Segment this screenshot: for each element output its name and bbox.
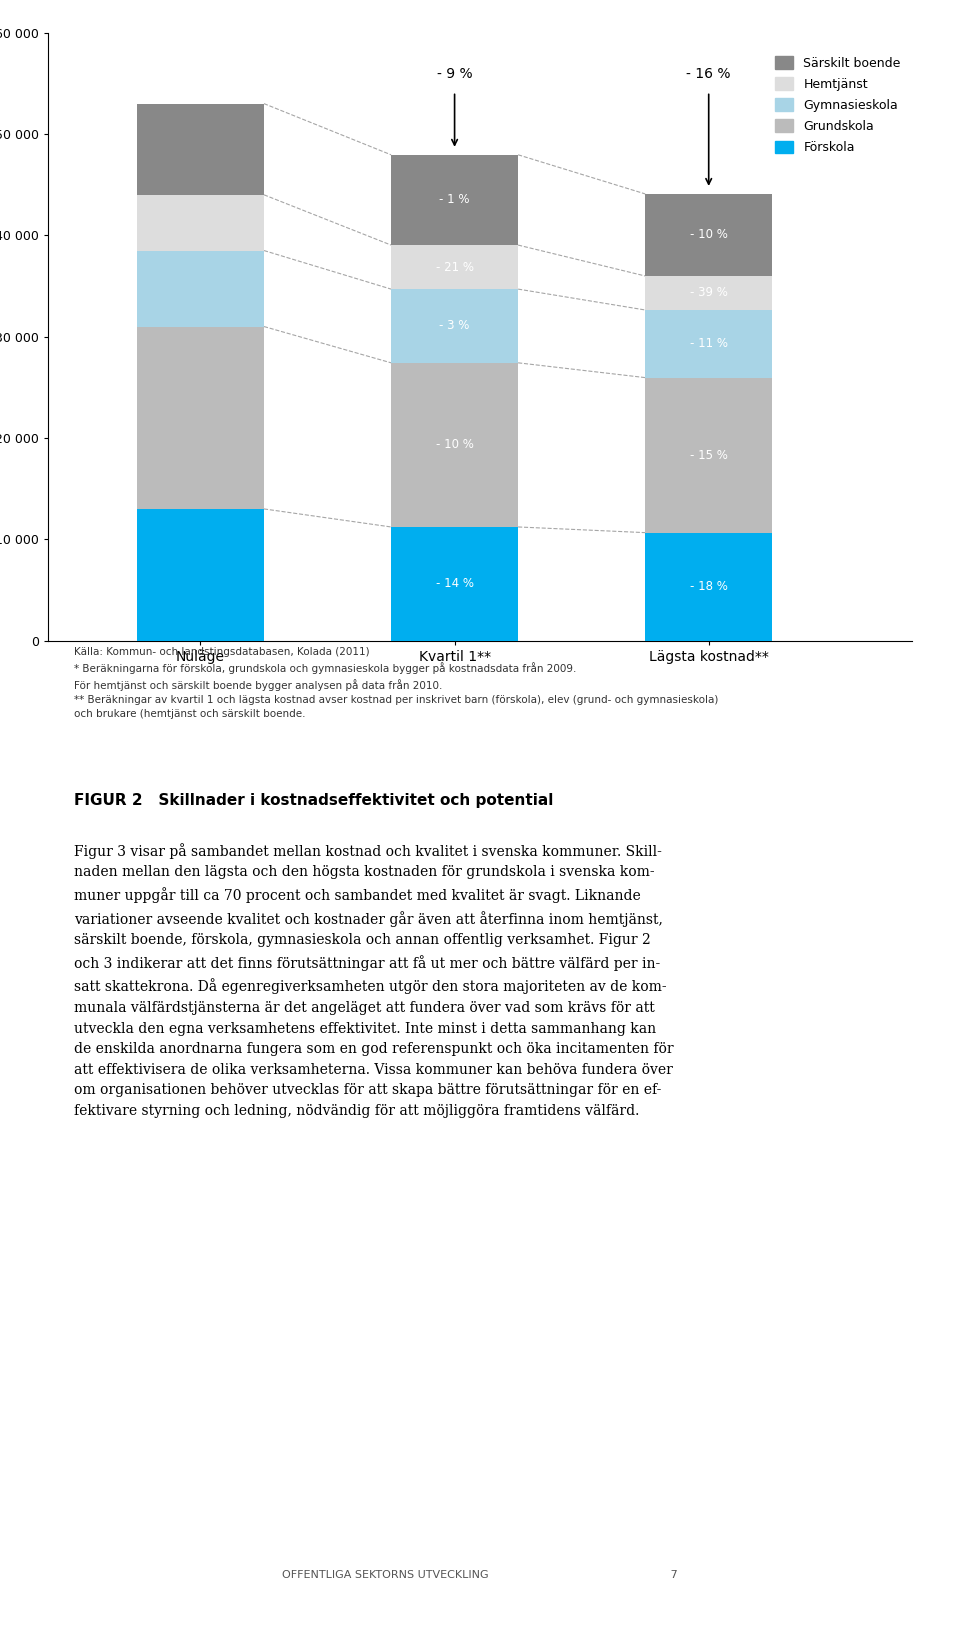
Bar bbox=[137, 103, 264, 195]
Bar bbox=[645, 276, 772, 311]
Text: - 16 %: - 16 % bbox=[686, 67, 731, 82]
Text: - 21 %: - 21 % bbox=[436, 260, 473, 273]
Text: - 10 %: - 10 % bbox=[690, 229, 728, 242]
Bar bbox=[137, 250, 264, 327]
Bar bbox=[391, 245, 518, 289]
Legend: Särskilt boende, Hemtjänst, Gymnasieskola, Grundskola, Förskola: Särskilt boende, Hemtjänst, Gymnasieskol… bbox=[770, 51, 905, 159]
Text: OFFENTLIGA SEKTORNS UTVECKLING                                                  : OFFENTLIGA SEKTORNS UTVECKLING bbox=[282, 1570, 678, 1579]
Text: Figur 3 visar på sambandet mellan kostnad och kvalitet i svenska kommuner. Skill: Figur 3 visar på sambandet mellan kostna… bbox=[74, 844, 674, 1118]
Bar bbox=[137, 508, 264, 641]
Bar bbox=[645, 195, 772, 276]
Text: - 14 %: - 14 % bbox=[436, 577, 473, 590]
Text: - 1 %: - 1 % bbox=[440, 193, 469, 206]
Bar bbox=[645, 533, 772, 641]
Text: FIGUR 2   Skillnader i kostnadseffektivitet och potential: FIGUR 2 Skillnader i kostnadseffektivite… bbox=[74, 793, 553, 808]
Bar bbox=[645, 378, 772, 533]
Bar bbox=[391, 289, 518, 363]
Text: - 3 %: - 3 % bbox=[440, 319, 469, 332]
Text: - 15 %: - 15 % bbox=[690, 448, 728, 461]
Text: - 10 %: - 10 % bbox=[436, 438, 473, 451]
Text: - 18 %: - 18 % bbox=[690, 580, 728, 594]
Bar bbox=[391, 526, 518, 641]
Text: - 11 %: - 11 % bbox=[689, 337, 728, 350]
Bar bbox=[137, 327, 264, 508]
Bar bbox=[137, 195, 264, 250]
Bar bbox=[391, 155, 518, 245]
Text: Källa: Kommun- och landstingsdatabasen, Kolada (2011)
* Beräkningarna för försko: Källa: Kommun- och landstingsdatabasen, … bbox=[74, 647, 718, 719]
Bar bbox=[645, 311, 772, 378]
Text: - 39 %: - 39 % bbox=[690, 286, 728, 299]
Bar bbox=[391, 363, 518, 526]
Text: - 9 %: - 9 % bbox=[437, 67, 472, 82]
